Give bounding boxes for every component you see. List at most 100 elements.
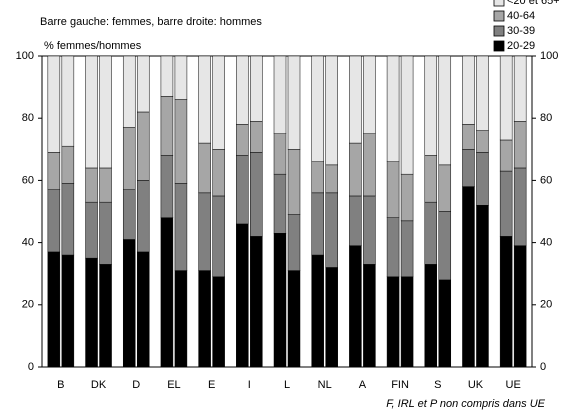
legend-label: 30-39: [507, 25, 535, 37]
bar-segment: [287, 149, 301, 215]
x-tick-label: UE: [506, 379, 521, 391]
bar-segment: [61, 55, 75, 147]
y-tick-label: 0: [28, 361, 34, 373]
bar-segment: [273, 133, 287, 175]
bar-segment: [122, 189, 136, 240]
bar-segment: [349, 245, 362, 368]
footnote: F, IRL et P non compris dans UE: [386, 398, 545, 410]
bar-segment: [499, 236, 513, 368]
y-tick-label: 80: [22, 112, 34, 124]
bar-segment: [499, 170, 513, 237]
bar-segment: [349, 142, 362, 197]
x-tick-label: EL: [167, 379, 180, 391]
bar-segment: [236, 155, 249, 225]
bar-segment: [212, 195, 225, 278]
x-tick-label: L: [284, 379, 290, 391]
bar-segment: [198, 192, 211, 271]
bar-segment: [462, 149, 475, 187]
bar-segment: [462, 186, 475, 368]
bar-segment: [236, 223, 249, 368]
bar-segment: [236, 55, 249, 125]
bar-segment: [212, 149, 225, 197]
bar-segment: [122, 239, 136, 368]
bar-segment: [476, 130, 489, 153]
x-tick-label: S: [434, 379, 441, 391]
bar-segment: [174, 183, 188, 271]
y2-tick-label: 80: [540, 112, 552, 124]
bar-segment: [400, 55, 414, 175]
bar-segment: [47, 152, 61, 190]
bar-segment: [363, 133, 376, 197]
bar-segment: [424, 55, 438, 156]
bar-segment: [438, 279, 452, 368]
bar-segment: [99, 264, 112, 368]
x-tick-label: DK: [91, 379, 107, 391]
plot-frame: [41, 55, 533, 368]
x-tick-label: NL: [318, 379, 332, 391]
x-tick-label: UK: [468, 379, 484, 391]
bar-segment: [99, 55, 112, 169]
bar-segment: [311, 192, 324, 256]
bar-segment: [513, 167, 527, 246]
x-tick-label: B: [57, 379, 64, 391]
x-tick-label: I: [248, 379, 251, 391]
bar-segment: [438, 164, 452, 212]
y-tick-label: 40: [22, 237, 34, 249]
bar-segment: [363, 55, 376, 134]
bar-segment: [99, 201, 112, 265]
bar-segment: [363, 195, 376, 265]
y2-tick-label: 40: [540, 237, 552, 249]
bar-segment: [47, 55, 61, 153]
bar-segment: [85, 201, 98, 259]
bar-segment: [174, 55, 188, 100]
bar-segment: [325, 267, 338, 368]
legend-swatch: [493, 25, 505, 37]
bar-segment: [198, 270, 211, 368]
bar-segment: [476, 55, 489, 131]
bar-segment: [47, 251, 61, 368]
y2-tick-label: 0: [540, 361, 546, 373]
legend-swatch: [493, 0, 505, 7]
x-tick-label: A: [359, 379, 367, 391]
legend-label: 20-29: [507, 40, 535, 52]
bar-segment: [198, 55, 211, 144]
bar-segment: [325, 55, 338, 166]
bar-segment: [476, 205, 489, 368]
bar-segment: [85, 167, 98, 203]
bar-segment: [363, 264, 376, 368]
x-tick-label: FIN: [391, 379, 409, 391]
bar-segment: [122, 55, 136, 128]
bar-segment: [400, 173, 414, 222]
bar-segment: [349, 195, 362, 246]
bar-segment: [513, 121, 527, 169]
bar-segment: [212, 276, 225, 368]
bar-segment: [174, 99, 188, 184]
bar-segment: [287, 270, 301, 368]
y-tick-label: 20: [22, 299, 34, 311]
bar-segment: [462, 124, 475, 150]
bar-segment: [513, 245, 527, 368]
bar-segment: [513, 55, 527, 122]
bar-segment: [250, 55, 263, 122]
bar-segment: [311, 161, 324, 194]
bar-segment: [325, 192, 338, 268]
bar-segment: [61, 254, 75, 368]
bar-segment: [499, 139, 513, 172]
bar-segment: [499, 55, 513, 141]
bar-segment: [287, 214, 301, 271]
bar-segment: [160, 55, 174, 97]
bar-segment: [122, 127, 136, 190]
bar-segment: [424, 155, 438, 203]
y-axis-label: % femmes/hommes: [44, 40, 142, 52]
bar-segment: [386, 161, 400, 218]
bar-segment: [61, 183, 75, 256]
bar-segment: [136, 251, 150, 368]
legend-label: <20 et 65+: [507, 0, 560, 7]
x-tick-label: D: [132, 379, 140, 391]
bar-segment: [273, 173, 287, 234]
chart-subtitle: Barre gauche: femmes, barre droite: homm…: [40, 16, 262, 28]
bar-segment: [424, 201, 438, 265]
bar-segment: [85, 257, 98, 368]
legend-swatch: [493, 10, 505, 22]
bar-segment: [462, 55, 475, 125]
